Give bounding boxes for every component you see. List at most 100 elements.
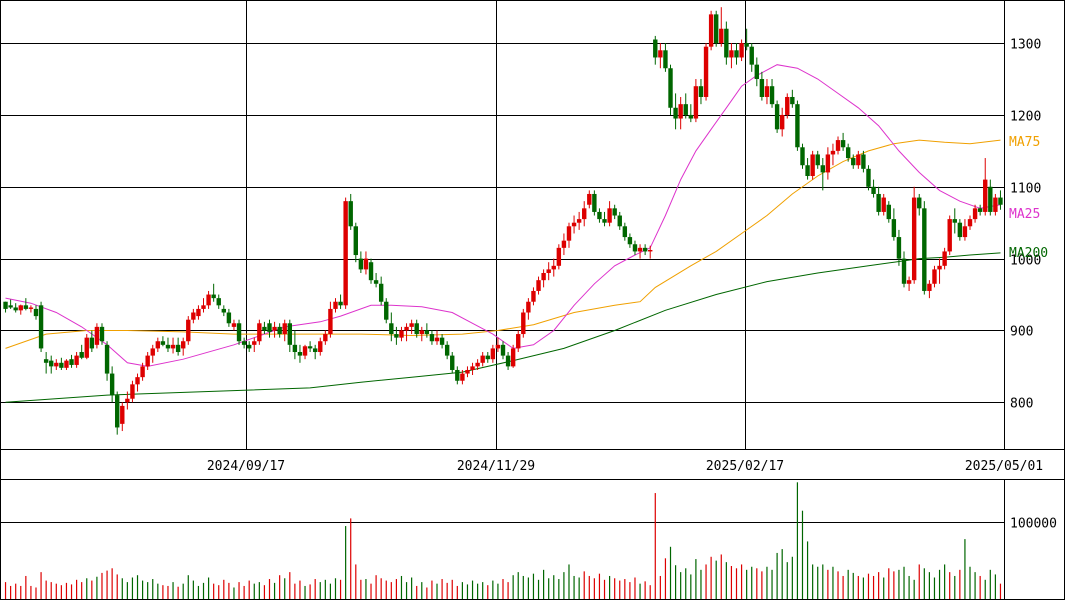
candle: [145, 352, 150, 370]
candle-body: [343, 201, 348, 306]
candle: [267, 319, 272, 338]
candle-body: [526, 301, 531, 313]
candle: [18, 304, 23, 315]
candle: [932, 265, 937, 288]
candle: [937, 258, 942, 284]
candle: [140, 362, 145, 381]
candle: [181, 337, 186, 356]
candle: [460, 369, 465, 385]
candle: [262, 321, 267, 335]
candle-body: [226, 312, 232, 324]
candle: [851, 154, 856, 169]
candle-body: [475, 362, 480, 367]
ma25-label: MA25: [1009, 207, 1040, 222]
candlesticks: [3, 7, 1003, 435]
candle: [510, 344, 516, 368]
candle-body: [414, 323, 419, 335]
candle-body: [830, 150, 836, 155]
candle-body: [368, 262, 374, 281]
candle-body: [866, 168, 871, 187]
candle: [282, 319, 287, 342]
candle-body: [460, 373, 465, 381]
candle: [856, 150, 861, 169]
candle-body: [201, 305, 206, 309]
candle: [59, 357, 64, 370]
candle-body: [957, 222, 963, 238]
volume-tick-label: 100000: [1010, 517, 1057, 532]
candle: [175, 337, 181, 356]
candle-body: [465, 369, 470, 374]
candle-body: [419, 330, 424, 335]
candle: [439, 334, 445, 349]
candle: [551, 258, 556, 277]
candle: [500, 341, 506, 360]
candle: [516, 330, 521, 353]
candle-body: [653, 39, 658, 58]
candle: [28, 305, 34, 313]
candle: [348, 193, 353, 230]
candle-body: [338, 301, 343, 306]
candle: [358, 251, 364, 273]
candle: [739, 39, 744, 62]
candle: [683, 93, 688, 119]
candle-body: [769, 86, 775, 105]
candle: [43, 352, 49, 374]
candle: [977, 204, 983, 216]
candle: [89, 330, 95, 353]
candle: [429, 330, 435, 345]
candle-body: [708, 14, 714, 47]
candle-body: [125, 398, 130, 403]
candle-body: [104, 344, 110, 374]
candle-body: [3, 301, 8, 309]
candle: [592, 190, 597, 216]
candle-body: [617, 215, 622, 227]
candle-body: [719, 28, 724, 44]
candle-body: [160, 341, 166, 345]
candle-body: [729, 50, 734, 58]
candle: [805, 158, 810, 180]
candle: [277, 323, 282, 338]
candle: [8, 299, 13, 309]
candle: [272, 321, 277, 338]
candle: [389, 312, 394, 342]
candle-body: [120, 405, 125, 424]
candle: [155, 337, 161, 353]
candle: [23, 298, 29, 311]
candle-body: [246, 344, 252, 349]
candle: [998, 190, 1003, 210]
candle: [318, 337, 323, 356]
candle-body: [485, 355, 490, 360]
candle: [292, 330, 298, 360]
candle: [790, 89, 795, 108]
candle: [373, 272, 379, 288]
candle: [942, 247, 947, 270]
candle-body: [724, 28, 729, 58]
candle: [450, 352, 455, 374]
candle: [302, 344, 308, 360]
candle-body: [906, 280, 912, 284]
candle-body: [967, 219, 973, 227]
candle: [434, 330, 440, 345]
candle: [835, 136, 841, 155]
candle: [947, 215, 952, 256]
date-axis-labels: 2024/09/17 2024/11/29 2025/02/17 2025/05/01: [207, 459, 1043, 474]
candle-body: [658, 50, 663, 58]
candle-body: [241, 341, 247, 345]
candle: [734, 43, 739, 65]
candle-body: [33, 308, 39, 317]
candle-body: [170, 344, 176, 349]
candle-body: [287, 323, 293, 345]
candle-body: [394, 334, 399, 338]
candle: [561, 233, 567, 256]
candle: [74, 352, 79, 368]
candle: [328, 301, 333, 338]
candle-body: [668, 68, 673, 108]
candle: [871, 179, 876, 198]
candle-body: [962, 226, 968, 238]
candle-body: [592, 193, 597, 212]
candle-body: [49, 360, 54, 367]
candle: [13, 303, 18, 313]
candle-body: [988, 186, 993, 212]
candle-body: [94, 326, 100, 345]
candle: [972, 204, 978, 223]
